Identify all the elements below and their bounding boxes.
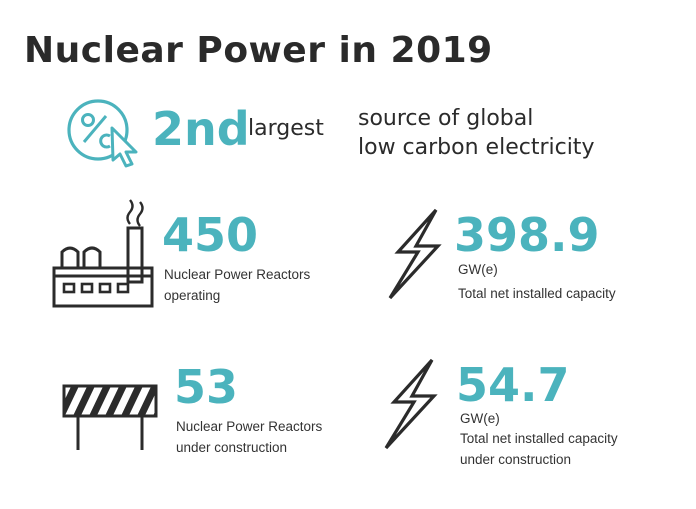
construction-barrier-icon bbox=[58, 378, 164, 454]
capacity-construction-unit: GW(e) bbox=[460, 411, 500, 426]
lightning-bolt-icon bbox=[376, 356, 446, 452]
reactors-construction-value: 53 bbox=[174, 360, 239, 414]
reactors-operating-value: 450 bbox=[162, 208, 259, 262]
capacity-construction-label-line1: Total net installed capacity bbox=[460, 431, 618, 446]
reactors-construction-label-line1: Nuclear Power Reactors bbox=[176, 419, 323, 434]
capacity-installed-label: Total net installed capacity bbox=[458, 286, 616, 301]
rank-description-line1: source of global bbox=[358, 106, 534, 131]
capacity-construction-value: 54.7 bbox=[456, 358, 570, 412]
capacity-construction-label: Total net installed capacity under const… bbox=[460, 428, 618, 470]
factory-icon bbox=[50, 198, 160, 310]
rank-suffix: largest bbox=[248, 116, 324, 141]
reactors-operating-label-line1: Nuclear Power Reactors bbox=[164, 267, 311, 282]
rank-description: source of global low carbon electricity bbox=[358, 104, 594, 162]
lightning-bolt-icon bbox=[380, 206, 450, 302]
capacity-construction-label-line2: under construction bbox=[460, 452, 572, 467]
rank-description-line2: low carbon electricity bbox=[358, 135, 595, 160]
capacity-installed-unit: GW(e) bbox=[458, 262, 498, 277]
page-title: Nuclear Power in 2019 bbox=[24, 30, 493, 71]
percent-cursor-icon bbox=[64, 96, 150, 168]
reactors-operating-label-line2: operating bbox=[164, 288, 221, 303]
reactors-operating-label: Nuclear Power Reactors operating bbox=[164, 264, 310, 306]
reactors-construction-label: Nuclear Power Reactors under constructio… bbox=[176, 416, 322, 458]
reactors-construction-label-line2: under construction bbox=[176, 440, 288, 455]
rank-value: 2nd bbox=[152, 102, 250, 156]
capacity-installed-value: 398.9 bbox=[454, 208, 600, 262]
